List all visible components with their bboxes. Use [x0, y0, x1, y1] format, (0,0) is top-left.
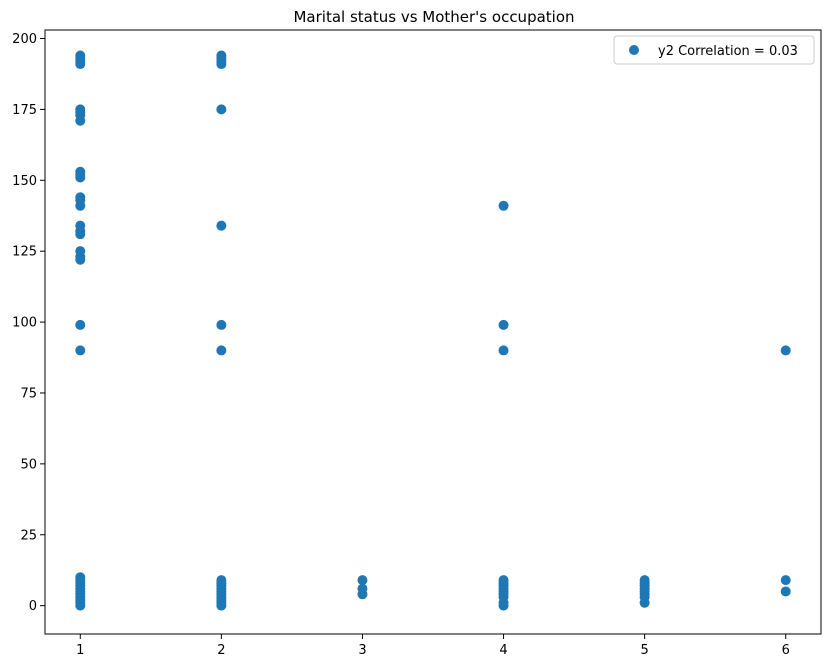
data-point: [75, 104, 86, 115]
data-point: [75, 319, 86, 330]
y-tick-label: 25: [20, 528, 37, 543]
y-tick-label: 0: [29, 599, 37, 614]
data-point: [357, 583, 368, 594]
data-point: [498, 575, 509, 586]
legend: y2 Correlation = 0.03: [613, 35, 815, 65]
chart-title: Marital status vs Mother's occupation: [293, 8, 574, 26]
x-tick-label: 3: [358, 643, 366, 658]
data-point: [357, 575, 368, 586]
data-point: [216, 104, 227, 115]
y-tick-label: 150: [12, 174, 37, 189]
y-tick-label: 50: [20, 457, 37, 472]
x-tick-label: 6: [782, 643, 790, 658]
data-point: [216, 50, 227, 61]
y-tick-label: 175: [12, 103, 37, 118]
x-tick-label: 2: [217, 643, 225, 658]
data-point: [75, 246, 86, 257]
y-tick-label: 100: [12, 316, 37, 331]
data-point: [75, 572, 86, 583]
data-point: [75, 166, 86, 177]
data-point: [498, 345, 509, 356]
data-point: [75, 220, 86, 231]
data-point: [75, 50, 86, 61]
axes-frame: [44, 29, 822, 635]
legend-marker: [629, 45, 639, 55]
plot-area: 1 2 3 4 5 6 0 25 50 75 100 125 150 175 200: [12, 29, 822, 658]
data-point: [216, 319, 227, 330]
data-point: [780, 345, 791, 356]
data-point: [639, 575, 650, 586]
data-point: [780, 575, 791, 586]
data-point: [216, 345, 227, 356]
y-tick-label: 125: [12, 245, 37, 260]
x-tick-label: 4: [499, 643, 507, 658]
y-tick-label: 200: [12, 32, 37, 47]
x-tick-label: 1: [76, 643, 84, 658]
legend-label: y2 Correlation = 0.03: [658, 44, 798, 59]
legend-box: [613, 35, 815, 65]
data-point: [75, 345, 86, 356]
data-point: [498, 200, 509, 211]
y-tick-label: 75: [20, 386, 37, 401]
data-point: [216, 575, 227, 586]
data-point: [498, 319, 509, 330]
data-point: [75, 192, 86, 203]
data-point: [780, 586, 791, 597]
data-point: [216, 220, 227, 231]
x-tick-label: 5: [640, 643, 648, 658]
